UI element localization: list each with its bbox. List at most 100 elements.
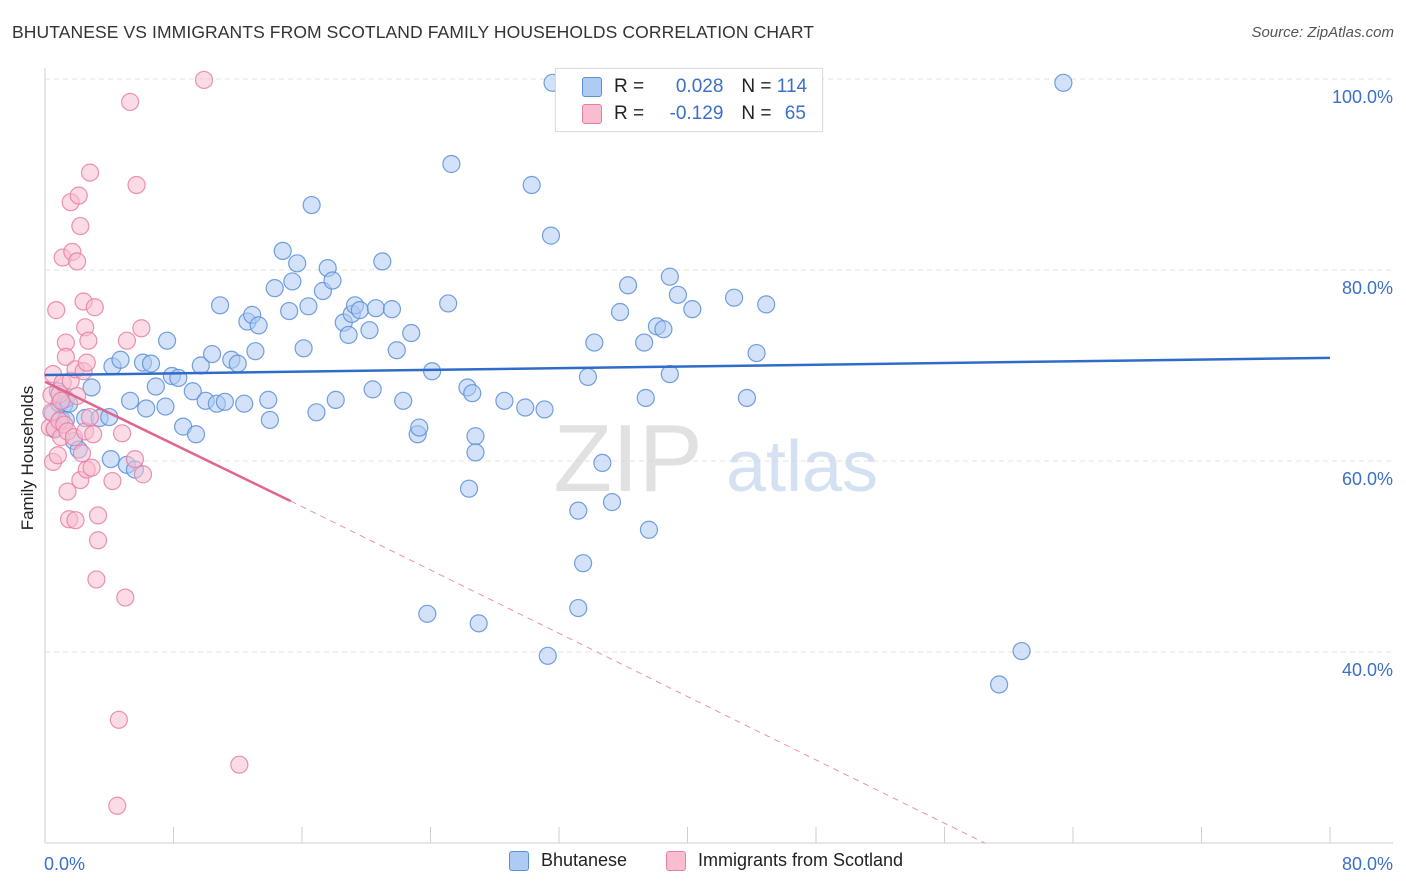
bhutanese-point [636,388,655,408]
scotland-point [68,252,87,271]
bhutanese-point [538,646,557,665]
bhutanese-point [283,272,302,291]
bhutanese-point [307,403,326,422]
bhutanese-point [593,453,612,473]
bhutanese-point [326,390,345,409]
axes [44,68,1393,844]
bhutanese-point [660,364,679,384]
bhutanese-point [273,241,292,260]
scotland-point [51,391,71,410]
scotland-point [133,465,153,484]
bhutanese-point [495,391,514,410]
bhutanese-point [660,267,679,286]
y-tick-label: 80.0% [1342,278,1393,298]
scotland-point [125,449,145,469]
bhutanese-point [635,333,654,352]
n-label: N = [741,103,772,124]
bhutanese-point [280,301,299,321]
scotland-point [109,710,128,729]
y-tick-label: 60.0% [1342,469,1393,489]
y-tick-label: 100.0% [1332,87,1393,107]
scotland-point [230,755,249,774]
bhutanese-n-value: 114 [776,76,808,97]
scotland-point [103,471,122,491]
bhutanese-point [137,399,156,418]
bhutanese-point [724,288,744,307]
bhutanese-point [360,321,379,340]
bhutanese-point [382,300,402,319]
bhutanese-swatch [582,77,602,97]
bhutanese-point [323,271,342,290]
bhutanese-point [668,285,687,304]
scotland-legend-swatch [666,850,686,871]
bhutanese-point [610,302,630,322]
bhutanese-point [366,299,385,318]
bhutanese-point [363,380,382,399]
bhutanese-point [683,300,702,319]
bhutanese-point [535,400,554,419]
bhutanese-point [541,226,561,245]
stats-legend: R = 0.028 N = 114 R = -0.129 N = 65 [555,68,823,132]
bhutanese-point [402,323,421,343]
scotland-point [121,92,140,112]
bhutanese-point [423,362,442,381]
bhutanese-point [578,367,598,387]
trend-lines [44,356,1331,844]
bhutanese-point [146,377,165,396]
bhutanese-point [121,391,140,410]
legend-item-bhutanese: Bhutanese [509,850,627,871]
bhutanese-point [747,343,766,363]
bhutanese-point [466,443,485,462]
r-label: R = [614,76,645,97]
watermark-zip: ZIP [553,405,702,512]
bhutanese-point [202,344,222,364]
scotland-point [69,186,88,205]
scotland-trend-line [44,380,292,503]
scotland-point [84,425,103,444]
bhutanese-r-value: 0.028 [675,76,724,97]
bhutanese-point [157,331,177,350]
scotland-point [82,458,101,477]
bhutanese-point [757,295,776,314]
scotland-trend-extension [290,500,985,844]
bhutanese-point [302,195,321,215]
bhutanese-point [387,341,406,360]
bhutanese-point [990,675,1009,694]
scotland-point [112,424,132,443]
bhutanese-point [183,382,202,401]
bhutanese-legend-label: Bhutanese [541,850,628,870]
bhutanese-point [228,354,247,373]
bhutanese-point [246,342,265,361]
r-label: R = [614,103,645,124]
bhutanese-point [463,384,482,403]
bhutanese-point [654,320,673,339]
scotland-point [47,301,66,320]
scotland-point [58,482,77,501]
scotland-point [72,444,92,463]
bhutanese-point [82,378,101,397]
scotland-point [77,353,96,372]
bhutanese-point [737,388,757,408]
bhutanese-point [569,501,588,520]
scotland-point [88,531,108,550]
bhutanese-point [410,418,429,437]
bhutanese-point [469,614,488,633]
bhutanese-point [294,339,313,358]
bhutanese-point [418,604,437,623]
x-tick-label: 0.0% [44,854,85,874]
n-label: N = [741,76,772,97]
bhutanese-point [439,294,458,313]
scotland-r-value: -0.129 [669,103,724,124]
bhutanese-point [101,449,120,469]
scotland-swatch [582,104,602,124]
bhutanese-point [350,301,369,320]
scotland-point [108,796,127,815]
bhutanese-point [459,479,479,498]
bhutanese-point [522,175,541,195]
chart-title: BHUTANESE VS IMMIGRANTS FROM SCOTLAND FA… [12,22,815,42]
bhutanese-point [215,392,234,411]
bhutanese-point [249,316,268,335]
bhutanese-point [235,394,254,413]
bhutanese-point [466,427,485,446]
